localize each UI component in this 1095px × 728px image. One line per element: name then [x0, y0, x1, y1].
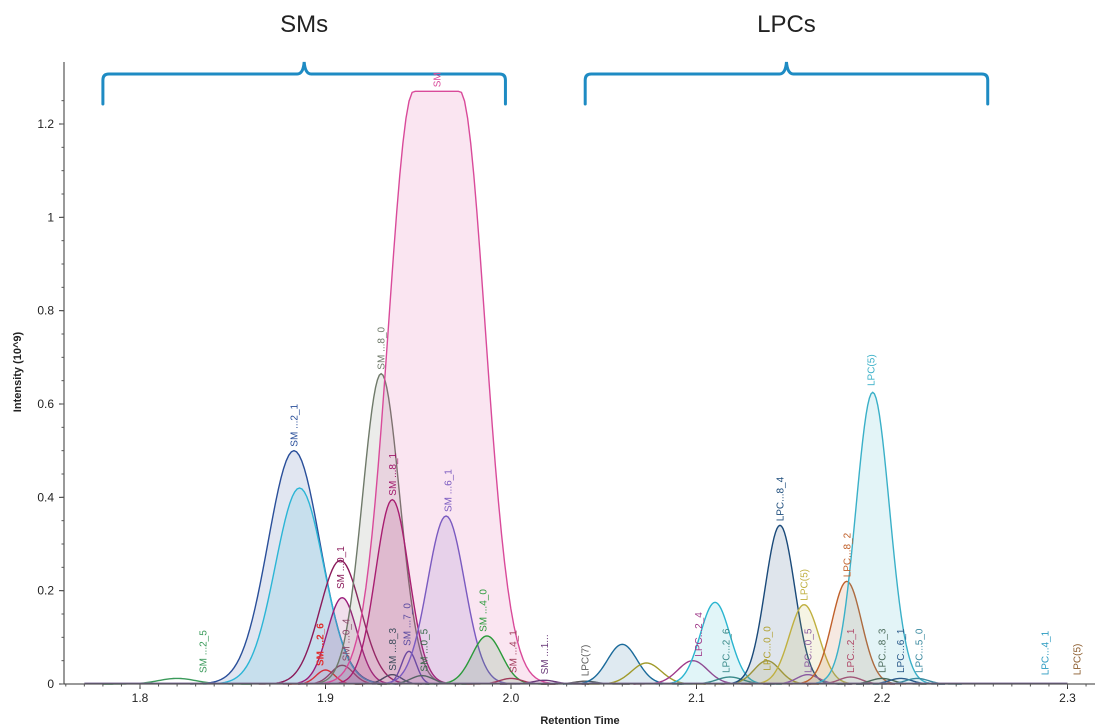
peak-line [805, 391, 940, 685]
peak-label: SM ...8_3 [388, 627, 399, 670]
peak-area [371, 516, 521, 684]
peak-label: LPC(5) [800, 569, 811, 601]
peak-area [427, 635, 547, 684]
peak-line [655, 601, 775, 685]
y-tick-label: 0.2 [37, 584, 54, 598]
peak-line [744, 603, 864, 685]
peak-label: SM ...4_1 [508, 630, 519, 673]
peak-line [306, 372, 456, 685]
group-bracket [583, 61, 990, 106]
y-tick-label: 0.4 [37, 490, 54, 504]
axes [63, 62, 1095, 685]
peak-line [720, 524, 840, 685]
peak-label: LPC...8_4 [776, 476, 787, 521]
peak-label: LPC...6_1 [896, 628, 907, 673]
peak-line [282, 596, 402, 685]
peak-label: LPC...2_6 [722, 628, 733, 673]
peak-label: SM ...7_0 [403, 603, 414, 646]
x-tick-label: 1.8 [132, 691, 149, 705]
peak-label: SM ...0_4 [341, 618, 352, 661]
peak-label: LPC(5) [866, 354, 877, 386]
peak-line [325, 498, 460, 685]
group-label: SMs [280, 11, 328, 38]
group-bracket [101, 61, 507, 106]
peak-area [655, 602, 775, 684]
peak-area [720, 525, 840, 684]
peak-label: SM ...2_1 [290, 403, 301, 446]
y-tick-label: 0 [47, 677, 54, 691]
peak-area [313, 91, 561, 684]
x-tick-label: 2.2 [874, 691, 891, 705]
peak-area [325, 499, 460, 684]
peak-areas [84, 90, 1068, 685]
peak-area [190, 450, 398, 684]
peak-label: LPC...8_3 [878, 628, 889, 673]
peak-label: SM ...0_5 [419, 628, 430, 671]
x-tick-label: 1.9 [317, 691, 334, 705]
peak-label: SM ...2_6 [315, 623, 326, 666]
y-tick-label: 0.8 [37, 304, 54, 318]
x-axis-title: Retention Time [540, 715, 619, 727]
peak-labels: SM ...2_5 SM ...2_1 SM ...2_6 SM ...0_4 SM .… [199, 72, 1084, 676]
peak-label: LPC(7) [581, 645, 592, 677]
peak-label: LPC...0_5 [803, 628, 814, 673]
peak-area [744, 604, 864, 684]
peak-area [282, 597, 402, 684]
peak-area [787, 581, 907, 684]
x-tick-label: 2.1 [688, 691, 705, 705]
peak-line [313, 90, 561, 685]
peak-label: SM ...6_1 [443, 469, 454, 512]
peak-area [562, 644, 682, 684]
group-label: LPCs [757, 11, 816, 38]
peak-label: LPC...8_2 [842, 532, 853, 577]
peak-label: SM ...1... [540, 634, 551, 674]
peak-label: LPC...5_0 [915, 628, 926, 673]
x-tick-label: 2.0 [503, 691, 520, 705]
y-axis-title: Intensity (10^9) [12, 331, 24, 412]
peak-label: SM ...8_0 [377, 326, 388, 369]
peak-area [306, 373, 456, 684]
peak-label: LPC...0_0 [763, 626, 774, 671]
peak-area [715, 660, 819, 684]
peak-label: SM ...8_1 [388, 452, 399, 495]
peak-label: SM [432, 72, 443, 87]
peak-label: LPC(5) [1072, 644, 1083, 676]
peak-line [371, 515, 521, 685]
peak-label: LPC...4_1 [1041, 630, 1052, 675]
y-tick-label: 1.2 [37, 117, 54, 131]
axis-ticks: 1.8 1.9 2.0 2.1 2.2 2.3 0 0.2 0.4 0.6 0.8 1 1.2 [37, 100, 1087, 705]
peak-label: LPC...2_1 [846, 628, 857, 673]
y-tick-label: 0.6 [37, 397, 54, 411]
peak-line [203, 487, 396, 685]
group-brackets: SMs LPCs [101, 11, 990, 106]
y-tick-label: 1 [47, 210, 54, 224]
peak-label: LPC...2_4 [694, 612, 705, 657]
peak-area [203, 488, 396, 684]
peak-label: SM ...0_1 [336, 546, 347, 589]
peak-label: SM ...4_0 [479, 589, 490, 632]
peak-area [805, 392, 940, 684]
x-tick-label: 2.3 [1059, 691, 1076, 705]
peak-label: SM ...2_5 [199, 630, 210, 673]
